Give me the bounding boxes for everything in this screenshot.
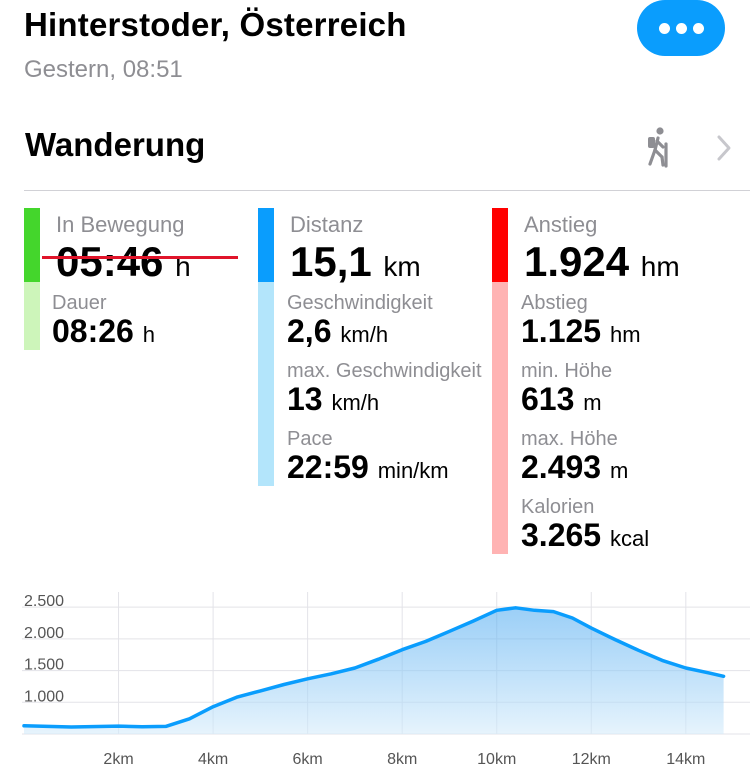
more-dot-icon — [675, 22, 687, 34]
ascent-color-bar — [492, 208, 508, 282]
descent-number: 1.125 — [521, 313, 602, 349]
more-dot-icon — [692, 22, 704, 34]
max-height-value: 2.493 m — [521, 450, 628, 488]
speed-color-bar — [258, 282, 274, 486]
y-tick-label: 2.500 — [24, 593, 64, 610]
y-axis-labels: 1.000 1.500 2.000 2.500 — [24, 593, 64, 705]
max-speed-number: 13 — [287, 381, 323, 417]
y-tick-label: 1.000 — [24, 688, 64, 705]
duration-label: Dauer — [52, 292, 107, 314]
chevron-right-icon[interactable] — [714, 134, 734, 162]
x-tick-label: 10km — [477, 751, 516, 768]
y-tick-label: 1.500 — [24, 657, 64, 674]
duration-value: 08:26 h — [52, 314, 155, 352]
moving-time-number: 05:46 — [56, 238, 164, 285]
activity-type-title[interactable]: Wanderung — [25, 126, 206, 163]
speed-number: 2,6 — [287, 313, 332, 349]
elevation-area — [24, 607, 724, 734]
duration-number: 08:26 — [52, 313, 134, 349]
min-height-unit: m — [583, 390, 602, 415]
pace-label: Pace — [287, 428, 333, 450]
calories-label: Kalorien — [521, 496, 595, 518]
distance-number: 15,1 — [290, 238, 372, 285]
min-height-label: min. Höhe — [521, 360, 613, 382]
x-tick-label: 4km — [198, 751, 228, 768]
distance-unit: km — [383, 251, 421, 282]
x-tick-label: 2km — [103, 751, 133, 768]
pace-number: 22:59 — [287, 449, 369, 485]
speed-value: 2,6 km/h — [287, 314, 388, 352]
distance-label: Distanz — [290, 212, 364, 237]
duration-unit: h — [142, 322, 155, 347]
elevation-profile-chart[interactable]: 1.000 1.500 2.000 2.500 2km 4km 6km 8km 10km 12k… — [0, 590, 750, 781]
pace-unit: min/km — [377, 458, 449, 483]
calories-unit: kcal — [609, 526, 650, 551]
x-axis-labels: 2km 4km 6km 8km 10km 12km 14km — [103, 751, 705, 768]
y-tick-label: 2.000 — [24, 625, 64, 642]
max-height-unit: m — [609, 458, 629, 483]
duration-color-bar — [24, 282, 40, 350]
descent-label: Abstieg — [521, 292, 588, 314]
ascent-unit: hm — [640, 251, 680, 282]
x-tick-label: 14km — [666, 751, 705, 768]
descent-unit: hm — [609, 322, 641, 347]
x-tick-label: 8km — [387, 751, 417, 768]
descent-value: 1.125 hm — [521, 314, 641, 352]
max-speed-label: max. Geschwindigkeit — [287, 360, 482, 382]
hiker-icon[interactable] — [641, 126, 673, 168]
more-options-button[interactable] — [637, 0, 725, 56]
x-tick-label: 12km — [572, 751, 611, 768]
max-speed-value: 13 km/h — [287, 382, 379, 420]
min-height-number: 613 — [521, 381, 575, 417]
pace-value: 22:59 min/km — [287, 450, 449, 488]
moving-time-value: 05:46 h — [56, 241, 191, 288]
moving-time-label: In Bewegung — [56, 212, 185, 237]
strikethrough-line — [42, 256, 238, 259]
ascent-label: Anstieg — [524, 212, 598, 237]
calories-value: 3.265 kcal — [521, 518, 649, 556]
speed-unit: km/h — [340, 322, 389, 347]
moving-color-bar — [24, 208, 40, 282]
descent-color-bar — [492, 282, 508, 554]
max-speed-unit: km/h — [331, 390, 380, 415]
speed-label: Geschwindigkeit — [287, 292, 433, 314]
x-tick-label: 6km — [293, 751, 323, 768]
min-height-value: 613 m — [521, 382, 602, 420]
max-height-number: 2.493 — [521, 449, 602, 485]
ascent-value: 1.924 hm — [524, 241, 680, 288]
divider — [24, 190, 750, 191]
distance-color-bar — [258, 208, 274, 282]
more-dot-icon — [658, 22, 670, 34]
elevation-line — [22, 606, 726, 729]
location-title: Hinterstoder, Österreich — [24, 6, 407, 43]
max-height-label: max. Höhe — [521, 428, 618, 450]
calories-number: 3.265 — [521, 517, 602, 553]
ascent-number: 1.924 — [524, 238, 630, 285]
distance-value: 15,1 km — [290, 241, 421, 288]
activity-date: Gestern, 08:51 — [24, 56, 183, 83]
